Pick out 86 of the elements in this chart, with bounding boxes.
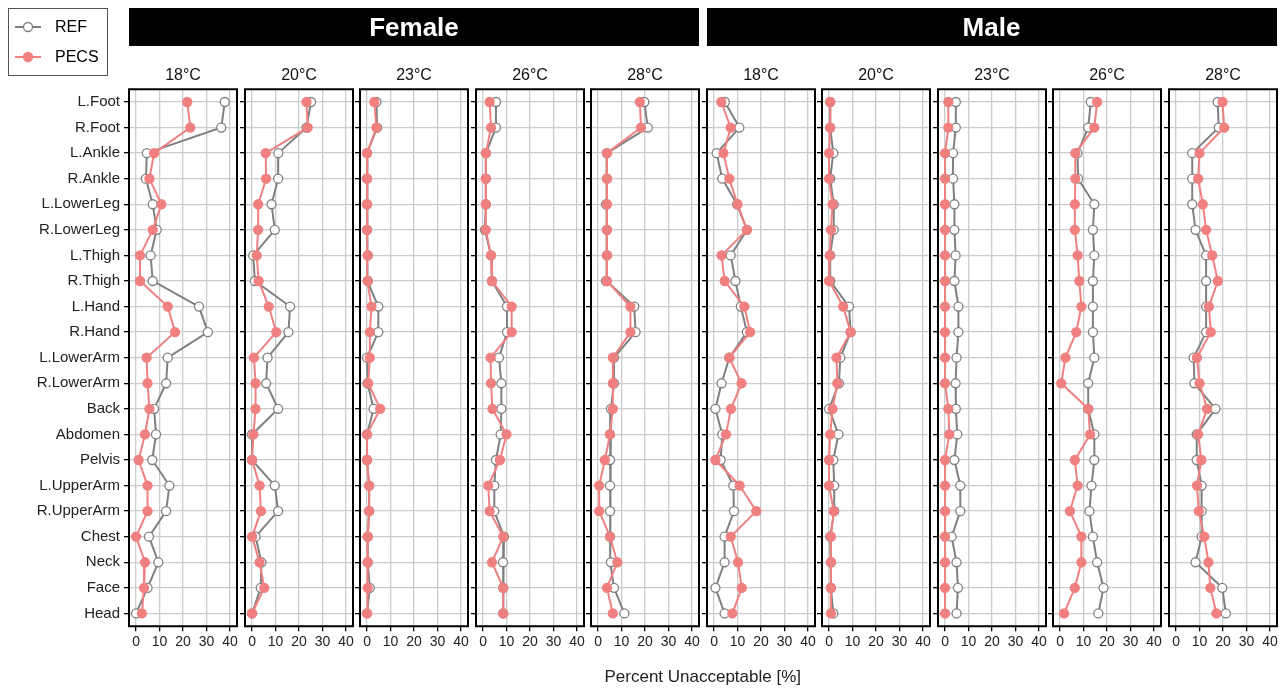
x-tick-label: 0 (940, 633, 949, 650)
y-tick-label: R.Foot (74, 117, 121, 135)
x-tick-label: 10 (844, 633, 861, 650)
x-tick-label: 10 (960, 633, 977, 650)
x-tick-label: 40 (1146, 633, 1162, 650)
x-tick-label: 10 (613, 633, 630, 650)
x-tick-label: 10 (382, 633, 399, 650)
y-tick-label: L.Ankle (69, 143, 120, 161)
x-tick-label: 0 (247, 633, 256, 650)
x-tick-label: 0 (709, 633, 718, 650)
chart-title: 28°C (627, 66, 663, 84)
x-tick-label: 30 (198, 633, 215, 650)
x-tick-label: 10 (151, 633, 168, 650)
y-tick-label: Neck (85, 552, 121, 570)
x-tick-label: 20 (637, 633, 653, 650)
x-tick-label: 30 (660, 633, 677, 650)
x-tick-label: 0 (594, 633, 603, 650)
x-tick-label: 10 (729, 633, 746, 650)
x-tick-label: 40 (684, 633, 700, 650)
x-tick-label: 10 (1191, 633, 1208, 650)
x-tick-label: 30 (891, 633, 908, 650)
x-tick-label: 30 (314, 633, 330, 650)
y-tick-label: Chest (80, 526, 121, 544)
chart-title: 26°C (511, 66, 548, 84)
x-axis-title: Percent Unacceptable [%] (603, 667, 803, 687)
x-tick-label: 0 (363, 633, 372, 650)
x-tick-label: 30 (776, 633, 792, 650)
chart-title: 20°C (858, 66, 894, 84)
x-tick-label: 30 (429, 633, 446, 650)
x-tick-label: 40 (915, 633, 931, 650)
chart-title: 20°C (280, 66, 317, 84)
y-tick-label: R.UpperArm (36, 501, 120, 519)
x-tick-label: 40 (1030, 633, 1047, 650)
x-tick-label: 0 (478, 633, 487, 650)
y-tick-label: Pelvis (79, 450, 120, 468)
y-tick-label: L.Thigh (69, 245, 120, 263)
chart-title: 18°C (165, 66, 201, 84)
x-tick-label: 30 (1007, 633, 1023, 650)
x-tick-label: 20 (406, 633, 422, 650)
y-tick-label: Head (84, 603, 120, 621)
x-tick-label: 20 (868, 633, 884, 650)
x-tick-label: 40 (337, 633, 354, 650)
x-tick-label: 40 (222, 633, 238, 650)
y-tick-label: L.LowerLeg (41, 194, 120, 212)
x-tick-label: 20 (1099, 633, 1115, 650)
chart-title: 26°C (1089, 66, 1125, 84)
chart-subtitle: Male (706, 8, 1277, 46)
chart-subtitle: Female (129, 8, 699, 46)
x-tick-label: 40 (799, 633, 816, 650)
y-tick-label: L.Hand (71, 296, 120, 314)
x-tick-label: 10 (267, 633, 284, 650)
x-tick-label: 20 (521, 633, 538, 650)
x-tick-label: 20 (752, 633, 769, 650)
x-tick-label: 30 (1238, 633, 1254, 650)
y-tick-label: Face (86, 577, 120, 595)
chart-title: 28°C (1204, 66, 1241, 84)
x-tick-label: 10 (498, 633, 515, 650)
x-tick-label: 20 (983, 633, 1000, 650)
x-tick-label: 40 (1261, 633, 1278, 650)
chart-title: 23°C (973, 66, 1010, 84)
x-tick-label: 40 (453, 633, 469, 650)
x-tick-label: 10 (1075, 633, 1092, 650)
y-tick-label: Back (86, 398, 121, 416)
y-tick-label: L.Foot (77, 92, 121, 110)
x-tick-label: 30 (545, 633, 561, 650)
y-tick-label: Abdomen (55, 424, 120, 442)
x-tick-label: 40 (568, 633, 585, 650)
y-tick-label: L.UpperArm (39, 475, 120, 493)
legend-label: PECS (55, 48, 99, 66)
legend-label: REF (55, 18, 87, 36)
y-tick-label: R.Thigh (67, 271, 120, 289)
y-tick-label: R.LowerLeg (39, 219, 120, 237)
y-tick-label: R.LowerArm (36, 373, 120, 391)
x-tick-label: 0 (132, 633, 141, 650)
x-tick-label: 0 (825, 633, 834, 650)
x-tick-label: 30 (1122, 633, 1139, 650)
y-tick-label: L.LowerArm (39, 347, 120, 365)
x-tick-label: 20 (1214, 633, 1231, 650)
x-tick-label: 0 (1171, 633, 1180, 650)
y-tick-label: R.Hand (69, 322, 120, 340)
chart-title: 18°C (742, 66, 779, 84)
x-tick-label: 20 (175, 633, 191, 650)
chart-title: 23°C (396, 66, 432, 84)
y-tick-label: R.Ankle (67, 168, 120, 186)
x-tick-label: 0 (1056, 633, 1065, 650)
x-tick-label: 20 (290, 633, 307, 650)
